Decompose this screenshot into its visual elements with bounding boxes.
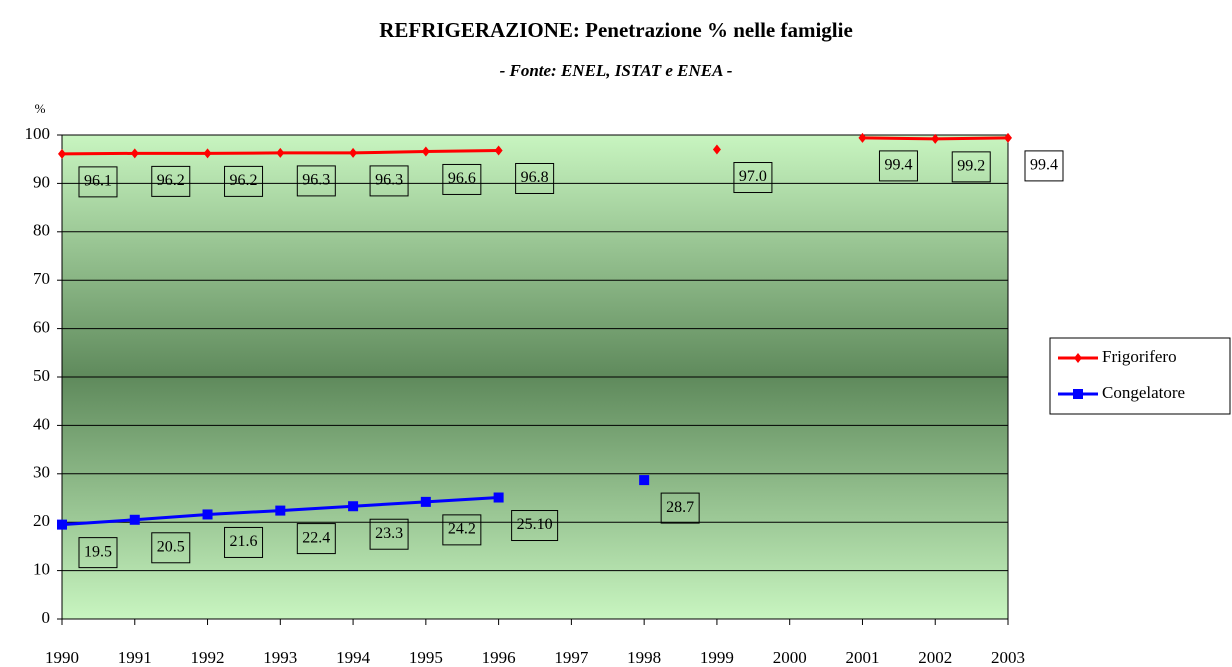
data-label: 24.2 [448,521,476,538]
data-label: 20.5 [157,538,185,555]
data-label: 96.2 [230,172,258,189]
legend-marker [1074,353,1082,363]
x-tick-label: 1993 [263,648,297,667]
data-label: 96.1 [84,173,112,190]
x-tick-label: 2003 [991,648,1025,667]
data-label-box [151,532,191,564]
x-tick-label: 1991 [118,648,152,667]
marker [420,496,431,507]
data-label-box [151,165,191,197]
marker [931,133,940,144]
data-label: 96.3 [302,172,330,189]
y-tick-label: 10 [33,560,50,579]
marker [130,148,139,159]
marker [275,505,286,516]
data-label: 22.4 [302,529,330,546]
chart-subtitle: - Fonte: ENEL, ISTAT e ENEA - [500,61,733,80]
legend-label: Frigorifero [1102,347,1177,366]
y-tick-label: 0 [42,608,51,627]
marker [57,519,67,530]
data-label-box [78,166,118,198]
marker [203,148,212,159]
marker [276,147,285,158]
x-tick-label: 1994 [336,648,371,667]
legend-label: Congelatore [1102,383,1185,402]
data-label: 96.6 [448,170,476,187]
y-tick-label: 90 [33,172,50,191]
marker [129,514,140,525]
x-tick-label: 1999 [700,648,734,667]
x-tick-label: 1992 [191,648,225,667]
data-label-box [224,165,264,197]
data-label: 99.4 [884,157,912,174]
marker [712,144,721,155]
chart-title: REFRIGERAZIONE: Penetrazione % nelle fam… [379,18,853,42]
data-label-box [951,151,991,183]
y-tick-label: 70 [33,269,50,288]
data-label-box [442,514,482,546]
y-axis-label: % [35,101,46,116]
data-label-box [442,163,482,195]
marker [421,146,430,157]
marker [493,492,504,503]
data-label: 23.3 [375,525,403,542]
data-label: 25.10 [517,516,553,533]
data-label: 96.3 [375,172,403,189]
x-tick-label: 1998 [627,648,661,667]
data-label-box [515,162,555,194]
y-tick-label: 80 [33,221,50,240]
x-tick-label: 1996 [482,648,516,667]
data-label: 96.2 [157,172,185,189]
data-label-box [369,165,409,197]
marker [348,501,359,512]
y-tick-label: 50 [33,366,50,385]
data-label: 99.4 [1030,157,1058,174]
y-tick-label: 60 [33,318,50,337]
data-label: 21.6 [230,533,258,550]
marker [202,509,213,520]
y-tick-label: 30 [33,463,50,482]
marker [1004,132,1012,143]
data-label-box [296,165,336,197]
x-tick-label: 2002 [918,648,952,667]
x-tick-label: 1995 [409,648,443,667]
data-label-box [1024,150,1064,182]
marker [349,147,358,158]
data-label-box [511,510,559,542]
data-label: 19.5 [84,543,112,560]
x-tick-label: 1990 [45,648,79,667]
data-label-box [733,162,773,194]
marker [494,145,503,156]
x-tick-label: 1997 [554,648,589,667]
legend-marker [1073,389,1083,399]
x-tick-label: 2001 [845,648,879,667]
data-label: 97.0 [739,168,767,185]
x-tick-label: 2000 [773,648,807,667]
data-label: 96.8 [521,169,549,186]
data-label-box [224,526,264,558]
y-tick-label: 40 [33,414,50,433]
marker [58,148,66,159]
data-label: 28.7 [666,499,694,516]
marker [639,475,650,486]
legend [1049,337,1231,415]
data-label-box [660,492,700,524]
data-label-box [78,537,118,569]
y-tick-label: 20 [33,511,50,530]
marker [858,132,867,143]
data-label-box [369,518,409,550]
y-tick-label: 100 [25,124,51,143]
data-label-box [878,150,918,182]
data-label: 99.2 [957,158,985,175]
data-label-box [296,523,336,555]
